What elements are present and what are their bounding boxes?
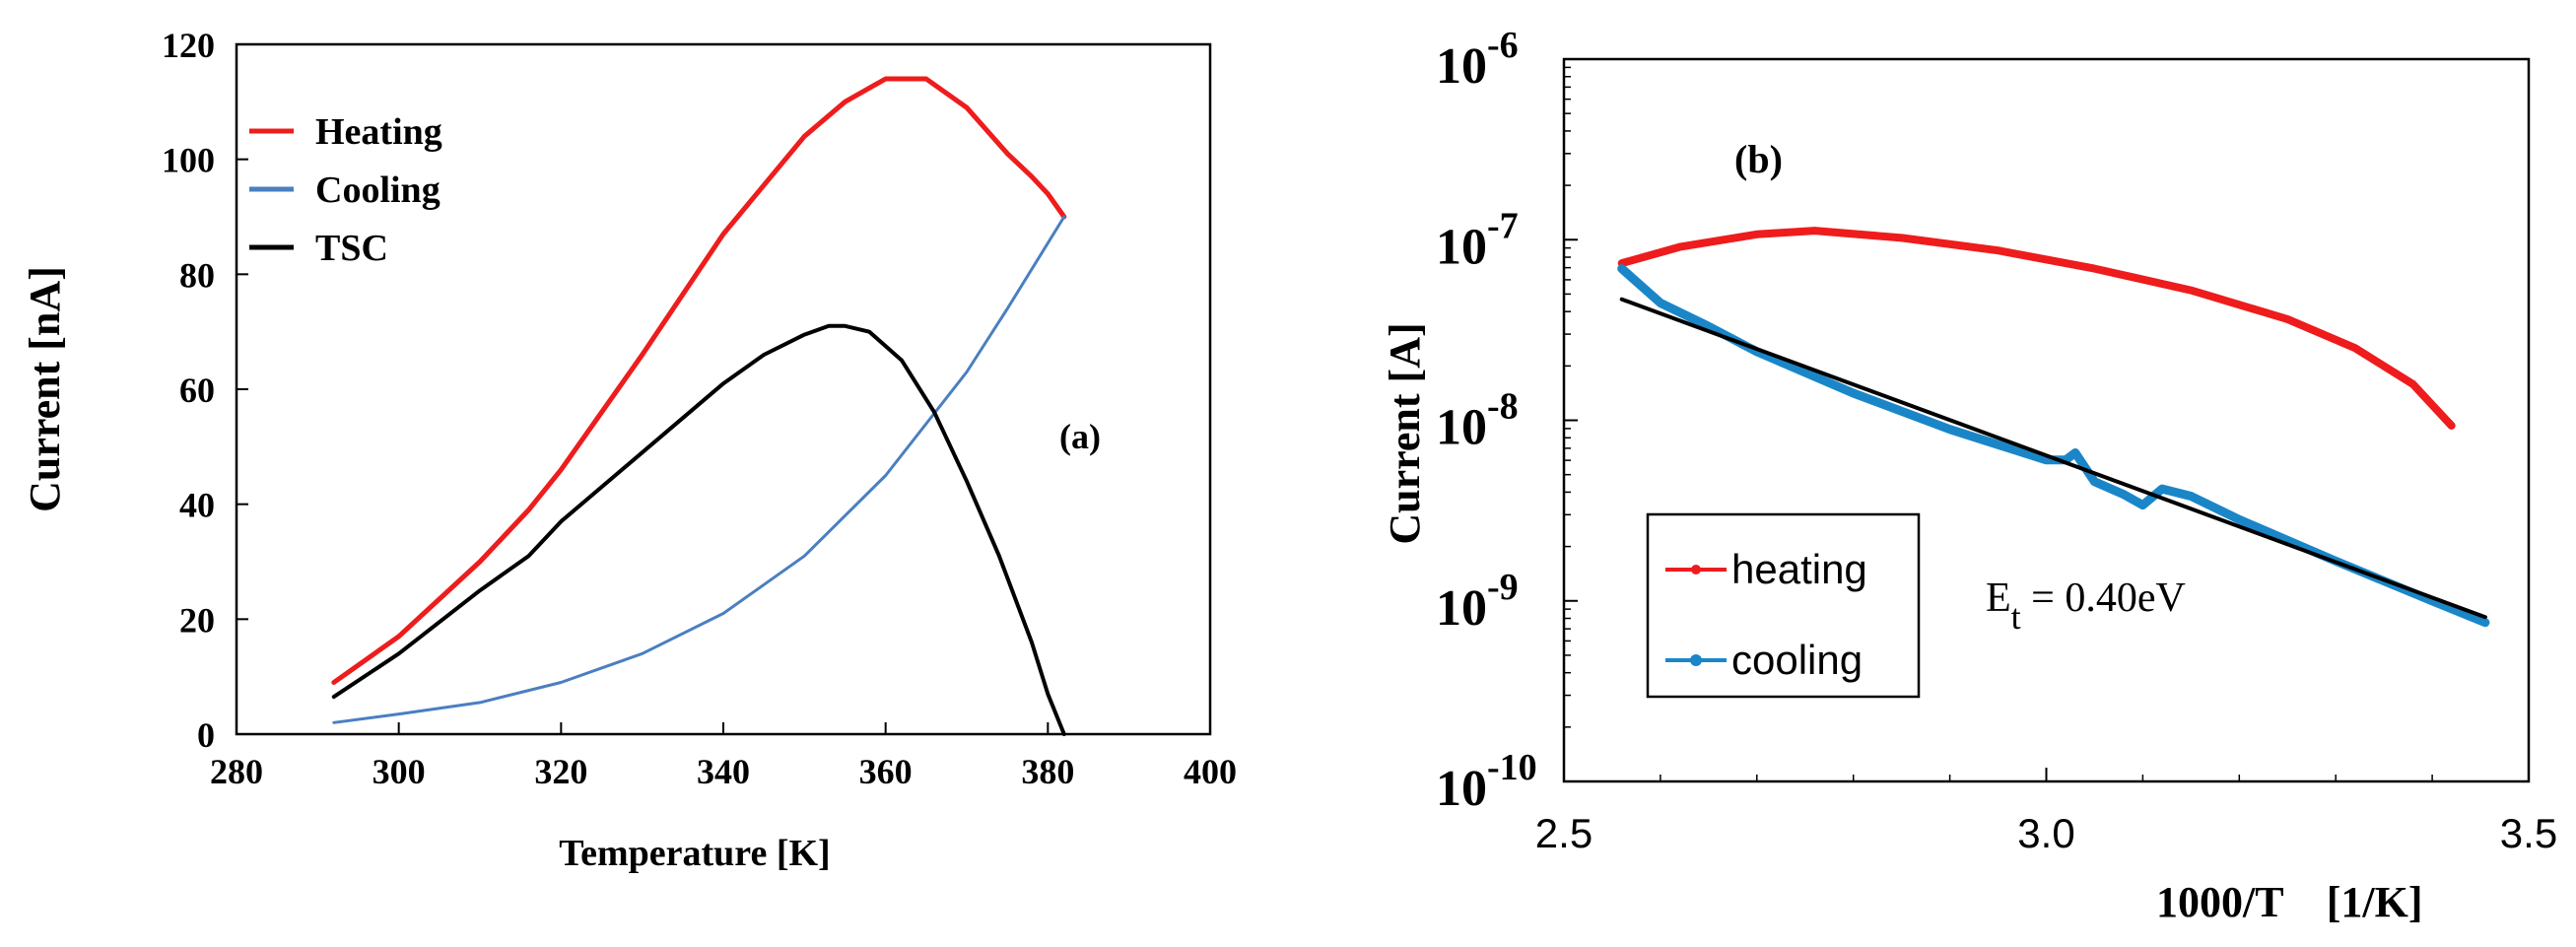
series-line-heating [1617,227,2456,430]
legend-label-cooling-b: cooling [1731,637,1863,683]
y-tick-label-0: 0 [197,715,215,755]
chart-b-panel-label: (b) [1734,137,1783,181]
y-tick-label-1e7: 10 [1436,219,1487,275]
x-tick-label-380: 380 [1021,752,1074,791]
chart-a-x-ticks: 280 300 320 340 360 380 400 [210,722,1237,791]
series-line-cooling [332,215,1066,724]
tick-base: 10 [1436,400,1487,456]
legend-box [1646,512,1921,699]
chart-a-y-ticks: 0 20 40 60 80 100 120 [162,26,248,755]
y-tick-label-1e9: 10 [1436,580,1487,637]
x-tick-label-3-0: 3.0 [2017,810,2074,856]
tick-exponent: -9 [1487,567,1519,608]
y-tick-label-1e10: 10 [1436,761,1487,817]
x-tick-label-320: 320 [534,752,587,791]
y-tick-label-120: 120 [162,26,215,65]
tick-exponent: -8 [1487,386,1519,428]
chart-b-series [1617,227,2490,628]
series-line-fit [1619,297,2487,620]
tick-exponent: -10 [1487,747,1537,788]
tick-exponent: -7 [1487,205,1519,246]
series-line-heating [331,76,1067,685]
series-line-tsc [331,323,1066,736]
chart-a-ylabel: Current [nA] [21,266,69,512]
chart-b-x-ticks: 2.5 3.0 3.5 [1535,768,2557,856]
x-tick-label-340: 340 [697,752,750,791]
x-tick-label-280: 280 [210,752,263,791]
chart-a-panel-label: (a) [1059,417,1101,456]
x-tick-label-2-5: 2.5 [1535,810,1593,856]
chart-a-xlabel: Temperature [K] [559,833,830,874]
x-tick-label-360: 360 [859,752,913,791]
activation-energy-annotation: Et = 0.40eV [1986,575,2186,637]
legend-label-heating-b: heating [1731,546,1867,592]
legend-marker-heating-b [1691,565,1701,575]
legend-marker-cooling-b [1690,654,1702,666]
y-tick-label-80: 80 [179,255,215,295]
tick-base: 10 [1436,219,1487,275]
x-tick-label-300: 300 [373,752,426,791]
x-tick-label-400: 400 [1184,752,1237,791]
chart-a-series [331,76,1067,736]
legend-label-tsc: TSC [315,228,388,269]
y-tick-label-100: 100 [162,141,215,180]
tick-base: 10 [1436,580,1487,637]
y-tick-label-20: 20 [179,600,215,640]
chart-b-legend: heating cooling [1646,512,1921,699]
tick-base: 10 [1436,761,1487,817]
tick-base: 10 [1436,38,1487,95]
y-tick-label-60: 60 [179,371,215,410]
annotation-rest: = 0.40eV [2021,575,2186,621]
chart-b-xlabel: 1000/T [1/K] [2156,878,2423,926]
annotation-main: E [1986,575,2011,621]
legend-label-heating: Heating [315,111,442,153]
annotation-subscript: t [2011,597,2021,637]
y-tick-label-40: 40 [179,486,215,525]
legend-label-cooling: Cooling [315,169,441,211]
chart-a-legend: Heating Cooling TSC [249,111,442,269]
chart-a: 0 20 40 60 80 100 120 280 300 320 340 360 380 400 Cu… [21,26,1237,874]
y-tick-label-1e8: 10 [1436,400,1487,456]
y-tick-label-1e6: 10 [1436,38,1487,95]
tick-exponent: -6 [1487,25,1519,66]
chart-b-ylabel: Current [A] [1381,322,1429,544]
x-tick-label-3-5: 3.5 [2500,810,2557,856]
